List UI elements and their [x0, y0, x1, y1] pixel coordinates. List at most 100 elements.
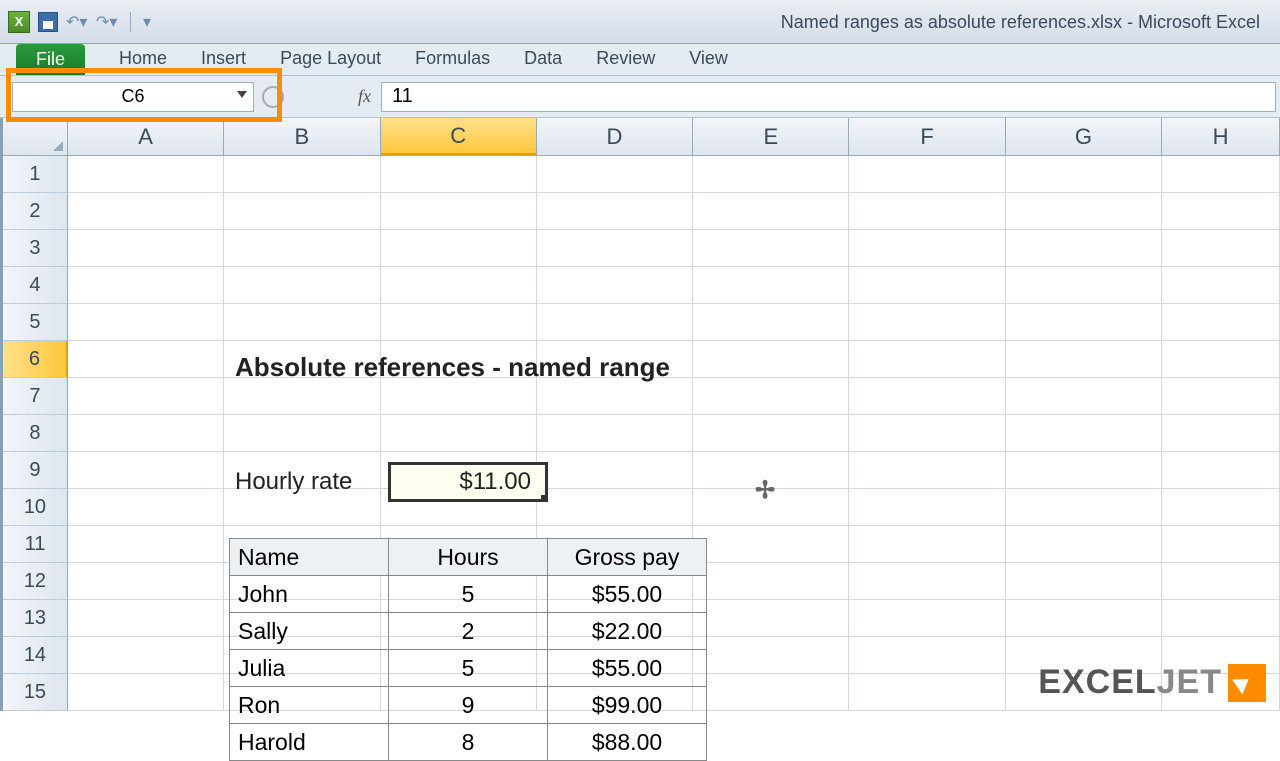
cell[interactable]	[224, 193, 380, 230]
cell[interactable]	[849, 563, 1005, 600]
cell[interactable]	[693, 341, 849, 378]
cell[interactable]	[849, 193, 1005, 230]
formula-input[interactable]: 11	[381, 82, 1276, 112]
cell[interactable]	[1006, 193, 1162, 230]
cell-name[interactable]: Julia	[230, 650, 389, 687]
cell[interactable]	[68, 156, 224, 193]
cell[interactable]	[1006, 267, 1162, 304]
cell[interactable]	[1006, 600, 1162, 637]
row-header-7[interactable]: 7	[3, 378, 68, 415]
col-header-e[interactable]: E	[693, 118, 849, 155]
cell[interactable]	[1006, 341, 1162, 378]
cell[interactable]	[381, 230, 537, 267]
cell[interactable]	[68, 230, 224, 267]
cell[interactable]	[849, 415, 1005, 452]
cell[interactable]	[68, 193, 224, 230]
tab-insert[interactable]: Insert	[201, 48, 246, 75]
name-box-dropdown-icon[interactable]	[237, 91, 247, 98]
cell-pay[interactable]: $22.00	[548, 613, 707, 650]
row-header-10[interactable]: 10	[3, 489, 68, 526]
table-row[interactable]: Sally2$22.00	[230, 613, 707, 650]
cell[interactable]	[68, 378, 224, 415]
cell[interactable]	[849, 489, 1005, 526]
cell[interactable]	[1162, 304, 1280, 341]
cell[interactable]	[1006, 415, 1162, 452]
tab-home[interactable]: Home	[119, 48, 167, 75]
cell[interactable]	[693, 526, 849, 563]
cell[interactable]	[1162, 156, 1280, 193]
cell-pay[interactable]: $99.00	[548, 687, 707, 724]
cell[interactable]	[224, 267, 380, 304]
row-header-5[interactable]: 5	[3, 304, 68, 341]
tab-view[interactable]: View	[689, 48, 728, 75]
cell[interactable]	[693, 378, 849, 415]
cell[interactable]	[1006, 378, 1162, 415]
cell[interactable]	[537, 193, 693, 230]
cell[interactable]	[1006, 563, 1162, 600]
fx-icon[interactable]: fx	[358, 86, 371, 107]
row-header-8[interactable]: 8	[3, 415, 68, 452]
cell-hours[interactable]: 8	[389, 724, 548, 761]
cell[interactable]	[849, 304, 1005, 341]
cell-c6-selected[interactable]: $11.00	[388, 462, 548, 502]
col-header-b[interactable]: B	[224, 118, 380, 155]
cell[interactable]	[381, 304, 537, 341]
cancel-icon[interactable]	[262, 86, 284, 108]
cell[interactable]	[1162, 415, 1280, 452]
col-header-d[interactable]: D	[537, 118, 693, 155]
cell[interactable]	[1006, 304, 1162, 341]
cell[interactable]	[1162, 600, 1280, 637]
cell[interactable]	[1006, 452, 1162, 489]
cell[interactable]	[381, 415, 537, 452]
cell[interactable]	[381, 378, 537, 415]
cell[interactable]	[68, 267, 224, 304]
cell[interactable]	[537, 156, 693, 193]
cell[interactable]	[224, 156, 380, 193]
save-icon[interactable]	[38, 12, 58, 32]
cell[interactable]	[224, 304, 380, 341]
cell[interactable]	[693, 600, 849, 637]
row-header-3[interactable]: 3	[3, 230, 68, 267]
col-header-h[interactable]: H	[1162, 118, 1280, 155]
cell[interactable]	[849, 600, 1005, 637]
cell[interactable]	[849, 674, 1005, 711]
cell-name[interactable]: Ron	[230, 687, 389, 724]
cell[interactable]	[849, 452, 1005, 489]
tab-page-layout[interactable]: Page Layout	[280, 48, 381, 75]
row-header-1[interactable]: 1	[3, 156, 68, 193]
row-header-11[interactable]: 11	[3, 526, 68, 563]
cell-pay[interactable]: $55.00	[548, 576, 707, 613]
select-all-corner[interactable]	[3, 118, 68, 155]
cell[interactable]	[537, 304, 693, 341]
col-hours[interactable]: Hours	[389, 539, 548, 576]
cell-name[interactable]: Sally	[230, 613, 389, 650]
cell[interactable]	[68, 637, 224, 674]
cell[interactable]	[68, 600, 224, 637]
col-header-g[interactable]: G	[1006, 118, 1162, 155]
cell[interactable]	[68, 452, 224, 489]
cell[interactable]	[1006, 230, 1162, 267]
cell[interactable]	[381, 193, 537, 230]
cell[interactable]	[1162, 230, 1280, 267]
cell[interactable]	[68, 304, 224, 341]
tab-data[interactable]: Data	[524, 48, 562, 75]
cell[interactable]	[693, 674, 849, 711]
row-header-6[interactable]: 6	[3, 341, 68, 378]
cell[interactable]	[849, 267, 1005, 304]
cell-hours[interactable]: 9	[389, 687, 548, 724]
cell[interactable]	[1162, 526, 1280, 563]
cell[interactable]	[693, 193, 849, 230]
cell[interactable]	[537, 378, 693, 415]
col-header-c[interactable]: C	[381, 118, 537, 155]
cell[interactable]	[1006, 489, 1162, 526]
cell[interactable]	[1162, 341, 1280, 378]
cell[interactable]	[849, 156, 1005, 193]
cell[interactable]	[537, 489, 693, 526]
cell[interactable]	[68, 674, 224, 711]
col-name[interactable]: Name	[230, 539, 389, 576]
cell[interactable]	[68, 489, 224, 526]
cell[interactable]	[693, 267, 849, 304]
cell-hours[interactable]: 2	[389, 613, 548, 650]
cell[interactable]	[1162, 267, 1280, 304]
cell[interactable]	[224, 415, 380, 452]
